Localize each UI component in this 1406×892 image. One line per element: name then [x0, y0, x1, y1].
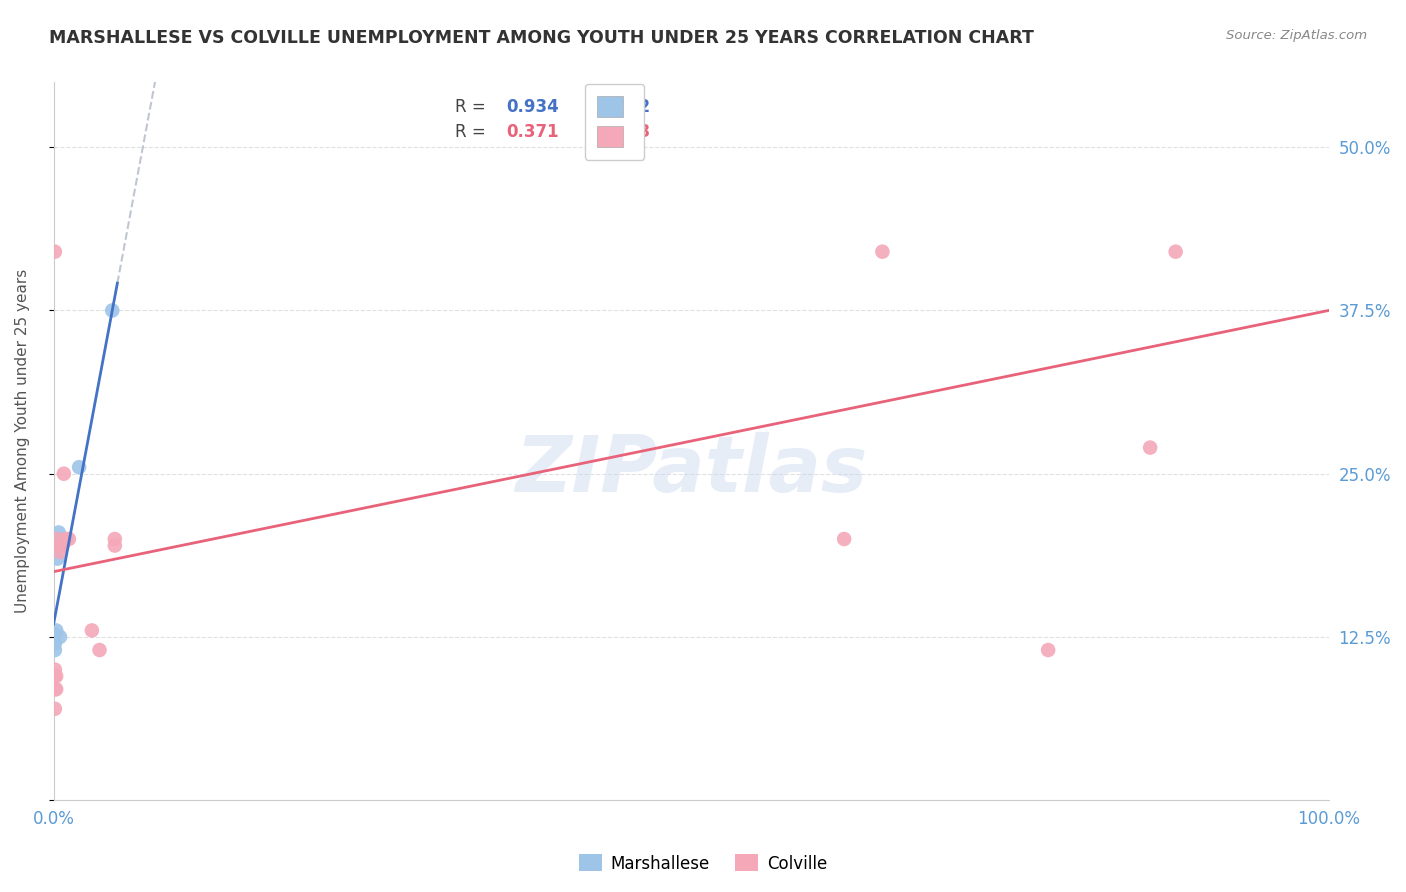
Point	[45, 539, 67, 553]
Point	[45, 624, 67, 638]
Text: N =: N =	[576, 98, 624, 116]
Point	[44, 702, 66, 716]
Point	[51, 539, 73, 553]
Point	[44, 669, 66, 683]
Point	[44, 636, 66, 650]
Point	[832, 532, 855, 546]
Text: 23: 23	[627, 123, 651, 141]
Point	[49, 539, 72, 553]
Point	[104, 532, 127, 546]
Point	[52, 467, 75, 481]
Point	[44, 627, 66, 641]
Point	[872, 244, 894, 259]
Point	[44, 244, 66, 259]
Text: MARSHALLESE VS COLVILLE UNEMPLOYMENT AMONG YOUTH UNDER 25 YEARS CORRELATION CHAR: MARSHALLESE VS COLVILLE UNEMPLOYMENT AMO…	[49, 29, 1033, 46]
Point	[101, 303, 124, 318]
Point	[67, 460, 90, 475]
Point	[80, 624, 103, 638]
Text: 0.934: 0.934	[506, 98, 560, 116]
Text: ZIPatlas: ZIPatlas	[515, 432, 868, 508]
Legend: , : ,	[585, 84, 644, 160]
Point	[1139, 441, 1161, 455]
Point	[48, 539, 70, 553]
Text: R =: R =	[456, 123, 491, 141]
Point	[46, 539, 69, 553]
Text: N =: N =	[576, 123, 624, 141]
Point	[49, 630, 72, 644]
Point	[89, 643, 111, 657]
Point	[46, 532, 69, 546]
Text: 12: 12	[627, 98, 651, 116]
Point	[58, 532, 80, 546]
Point	[49, 545, 72, 559]
Text: R =: R =	[456, 98, 491, 116]
Point	[104, 539, 127, 553]
Point	[1164, 244, 1187, 259]
Y-axis label: Unemployment Among Youth under 25 years: Unemployment Among Youth under 25 years	[15, 268, 30, 613]
Point	[48, 525, 70, 540]
Point	[46, 551, 69, 566]
Point	[45, 669, 67, 683]
Point	[1036, 643, 1059, 657]
Text: Source: ZipAtlas.com: Source: ZipAtlas.com	[1226, 29, 1367, 42]
Text: 0.371: 0.371	[506, 123, 558, 141]
Point	[44, 663, 66, 677]
Legend: Marshallese, Colville: Marshallese, Colville	[572, 847, 834, 880]
Point	[45, 682, 67, 697]
Point	[44, 682, 66, 697]
Point	[55, 532, 77, 546]
Point	[44, 643, 66, 657]
